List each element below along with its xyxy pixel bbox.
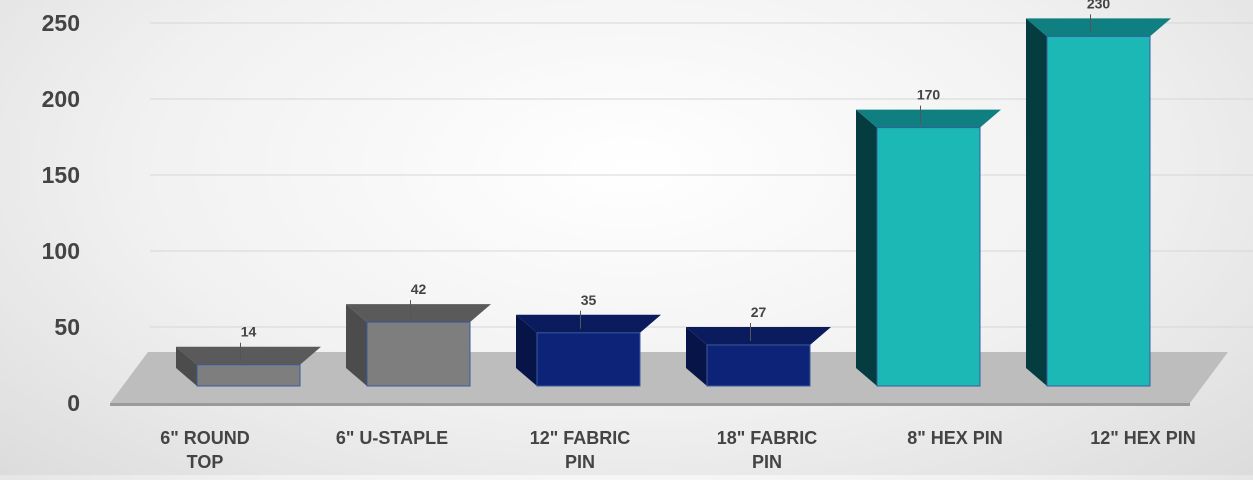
x-tick-label: 12" HEX PIN xyxy=(1090,428,1196,448)
bar xyxy=(196,364,301,387)
y-tick-label: 150 xyxy=(42,162,80,188)
y-tick-label: 200 xyxy=(42,86,80,112)
data-label: 42 xyxy=(411,281,427,297)
x-tick-label: 8" HEX PIN xyxy=(907,428,1003,448)
x-tick-label: 6" ROUND TOP xyxy=(160,428,250,472)
x-tick-label: 12" FABRIC PIN xyxy=(530,428,631,472)
bar-top xyxy=(176,346,321,365)
data-label: 14 xyxy=(241,324,257,340)
bar xyxy=(706,344,811,387)
y-tick-label: 0 xyxy=(67,390,80,416)
bar-top xyxy=(856,109,1001,128)
bar-top xyxy=(346,304,491,323)
data-label: 27 xyxy=(751,304,767,320)
data-label: 170 xyxy=(917,87,941,103)
bar-top xyxy=(516,314,661,333)
bar xyxy=(876,127,981,387)
x-tick-label: 6" U-STAPLE xyxy=(336,428,448,448)
bar-top xyxy=(686,326,831,345)
bar xyxy=(1046,35,1151,387)
bar-side xyxy=(516,314,537,386)
x-tick-label: 18" FABRIC PIN xyxy=(717,428,818,472)
bar-side xyxy=(346,304,367,386)
data-label: 230 xyxy=(1087,0,1111,11)
bar-side xyxy=(176,346,197,386)
bar-side xyxy=(1026,18,1047,387)
bar xyxy=(536,332,641,387)
bar xyxy=(366,321,471,387)
y-tick-label: 50 xyxy=(54,314,80,340)
chart-floor-edge xyxy=(110,403,1190,406)
y-tick-label: 100 xyxy=(42,238,80,264)
y-tick-label: 250 xyxy=(42,10,80,36)
bar-side xyxy=(856,109,877,386)
bar-side xyxy=(686,326,707,386)
data-label: 35 xyxy=(581,292,597,308)
bar-top xyxy=(1026,18,1171,37)
